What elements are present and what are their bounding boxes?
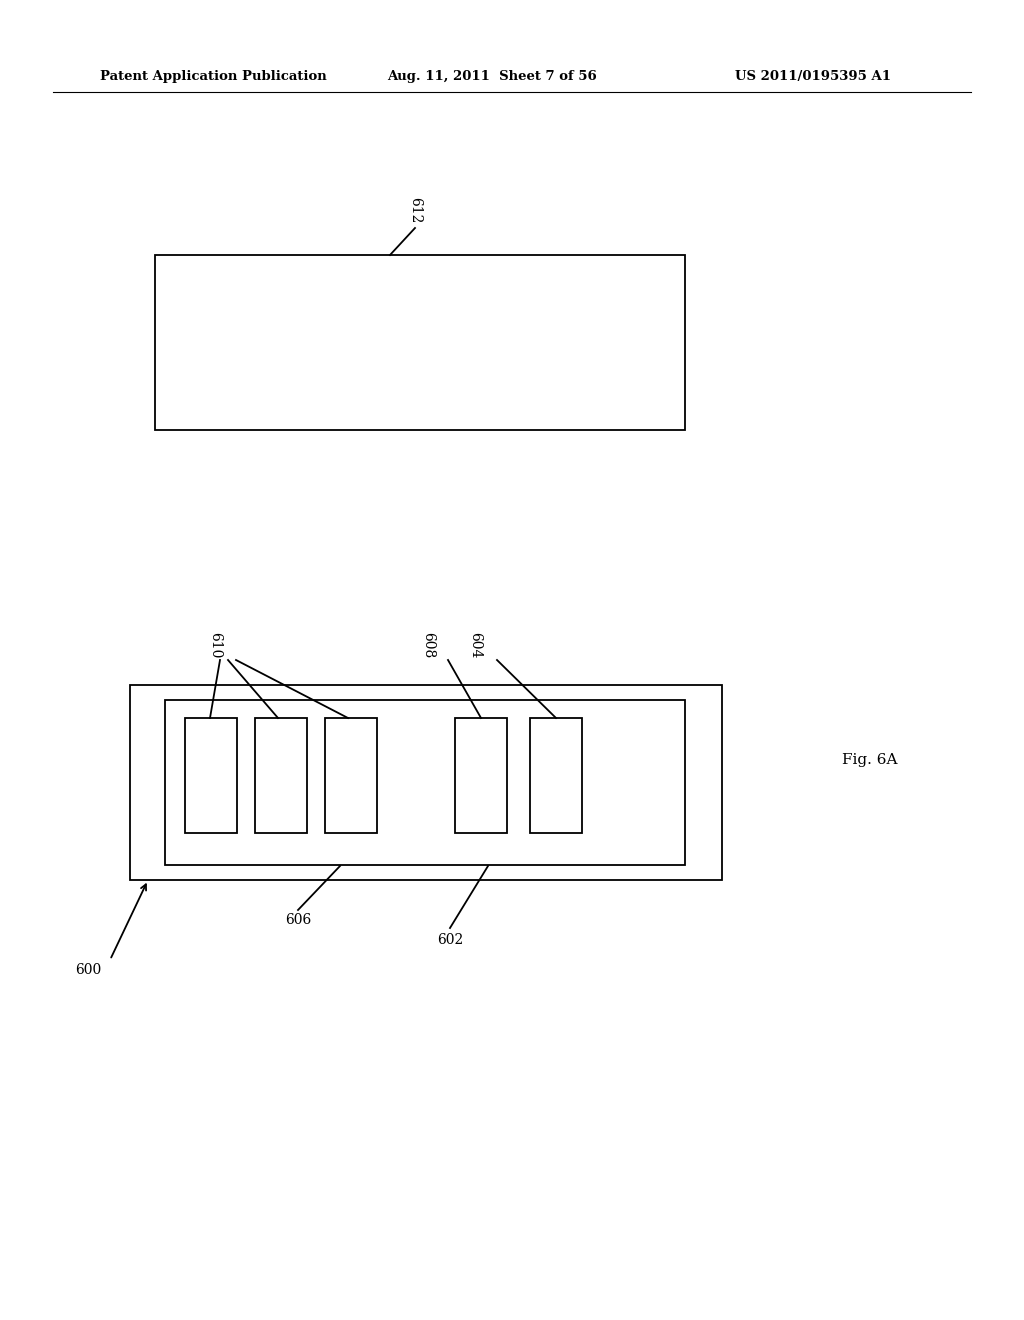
Bar: [530, 718, 582, 833]
Bar: [165, 700, 685, 865]
Bar: [185, 718, 237, 833]
Text: 604: 604: [468, 632, 482, 659]
Text: 600: 600: [75, 964, 101, 977]
Bar: [255, 718, 307, 833]
Text: US 2011/0195395 A1: US 2011/0195395 A1: [735, 70, 891, 83]
Text: Patent Application Publication: Patent Application Publication: [100, 70, 327, 83]
Text: 612: 612: [408, 197, 422, 223]
Text: 610: 610: [208, 632, 222, 659]
Bar: [155, 255, 685, 430]
Bar: [455, 718, 507, 833]
Bar: [325, 718, 377, 833]
Text: 606: 606: [285, 913, 311, 927]
Bar: [130, 685, 722, 880]
Text: 608: 608: [421, 632, 435, 659]
Text: Aug. 11, 2011  Sheet 7 of 56: Aug. 11, 2011 Sheet 7 of 56: [387, 70, 597, 83]
Text: 602: 602: [437, 933, 463, 946]
Text: Fig. 6A: Fig. 6A: [843, 752, 898, 767]
